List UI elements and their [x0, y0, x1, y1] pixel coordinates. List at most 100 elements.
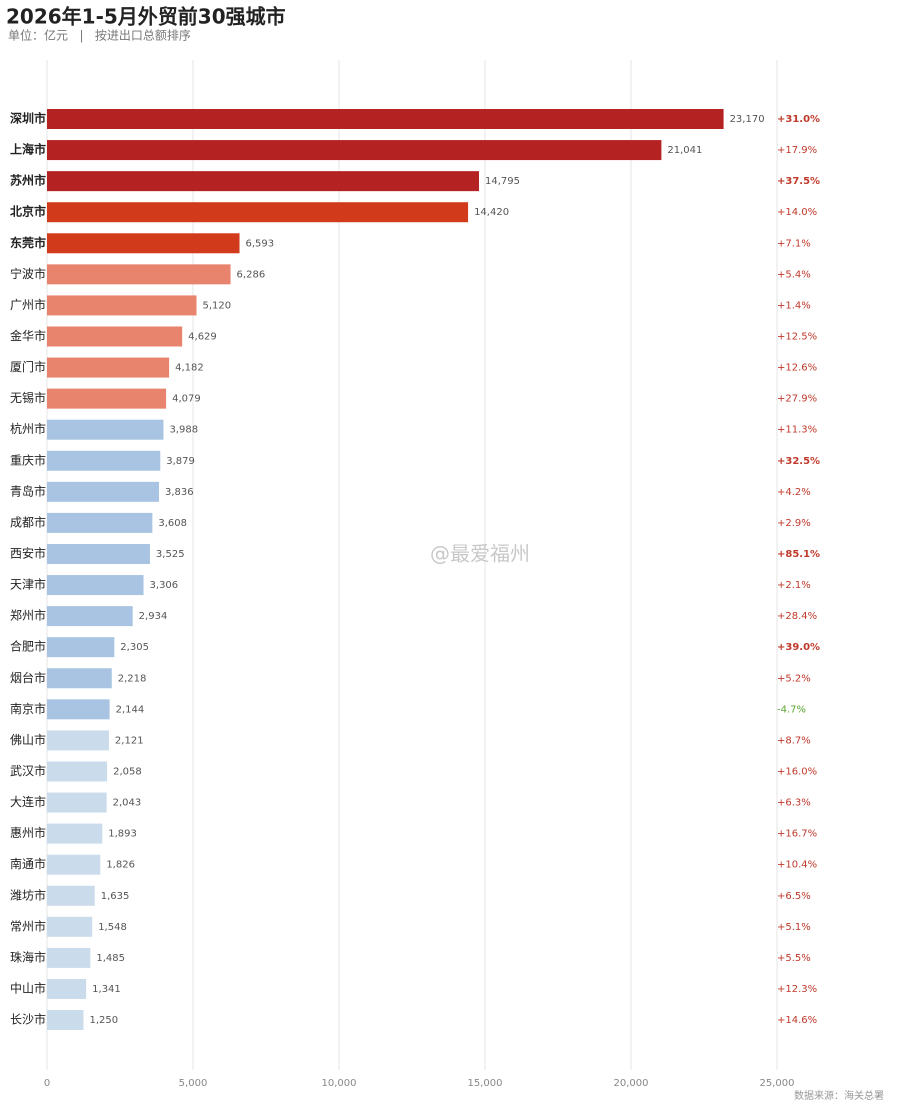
chart-title: 2026年1-5月外贸前30强城市 — [6, 5, 286, 29]
growth-label: +5.4% — [777, 269, 811, 280]
y-tick-label: 中山市 — [10, 980, 46, 995]
bar — [47, 761, 108, 782]
value-label: 1,548 — [98, 922, 127, 933]
y-tick-label: 郑州市 — [10, 608, 46, 623]
growth-label: +6.5% — [777, 891, 811, 902]
value-label: 1,341 — [92, 984, 121, 995]
value-label: 1,485 — [96, 953, 125, 964]
x-tick-label: 20,000 — [614, 1078, 649, 1089]
value-label: 3,525 — [156, 549, 185, 560]
value-label: 14,420 — [474, 207, 509, 218]
growth-label: +27.9% — [777, 394, 817, 405]
bar — [47, 357, 170, 378]
growth-label: +1.4% — [777, 300, 811, 311]
value-label: 2,934 — [139, 611, 168, 622]
growth-label: +2.9% — [777, 518, 811, 529]
y-tick-label: 大连市 — [10, 794, 46, 809]
bar — [47, 916, 93, 937]
growth-label: +16.0% — [777, 766, 817, 777]
value-label: 4,182 — [175, 363, 204, 374]
growth-label: +39.0% — [777, 642, 820, 653]
value-label: 1,635 — [101, 891, 130, 902]
growth-label: +16.7% — [777, 829, 817, 840]
y-tick-label: 无锡市 — [10, 390, 46, 405]
growth-label: +37.5% — [777, 176, 820, 187]
bar — [47, 637, 115, 658]
value-label: 1,250 — [90, 1015, 119, 1026]
growth-label: +85.1% — [777, 549, 820, 560]
y-tick-label: 合肥市 — [10, 639, 46, 654]
value-label: 5,120 — [203, 300, 232, 311]
value-label: 23,170 — [730, 114, 765, 125]
growth-label: +5.2% — [777, 673, 811, 684]
y-tick-label: 青岛市 — [10, 483, 46, 498]
value-label: 14,795 — [485, 176, 520, 187]
y-tick-label: 烟台市 — [10, 670, 46, 685]
bar — [47, 295, 197, 316]
y-tick-label: 厦门市 — [10, 359, 46, 374]
growth-label: +11.3% — [777, 425, 817, 436]
y-tick-label: 佛山市 — [10, 732, 46, 747]
y-tick-label: 常州市 — [10, 918, 46, 933]
value-label: 4,079 — [172, 394, 201, 405]
bar — [47, 419, 164, 440]
growth-label: +14.6% — [777, 1015, 817, 1026]
bar — [47, 109, 724, 129]
y-tick-label: 杭州市 — [10, 421, 46, 436]
bar — [47, 512, 153, 533]
bar — [47, 264, 231, 285]
y-tick-label: 南京市 — [10, 701, 46, 716]
source-note: 数据来源：海关总署 — [794, 1089, 884, 1102]
bar — [47, 978, 87, 999]
bar — [47, 1010, 84, 1031]
bar — [47, 326, 183, 347]
bar — [47, 730, 109, 751]
bar — [47, 947, 91, 968]
y-tick-label: 西安市 — [10, 545, 46, 560]
bar — [47, 140, 662, 161]
bar — [47, 668, 112, 689]
growth-label: +7.1% — [777, 238, 811, 249]
x-tick-label: 10,000 — [322, 1078, 357, 1089]
growth-label: +2.1% — [777, 580, 811, 591]
growth-label: +5.5% — [777, 953, 811, 964]
y-tick-label: 武汉市 — [10, 763, 46, 778]
value-label: 3,836 — [165, 487, 194, 498]
y-tick-label: 深圳市 — [10, 111, 46, 126]
y-tick-label: 广州市 — [10, 297, 46, 312]
bar — [47, 823, 103, 844]
x-tick-label: 0 — [44, 1078, 50, 1089]
growth-label: +32.5% — [777, 456, 820, 467]
growth-label: +12.5% — [777, 331, 817, 342]
value-label: 2,144 — [116, 704, 145, 715]
bar — [47, 481, 160, 502]
value-label: 1,893 — [108, 829, 137, 840]
growth-label: +5.1% — [777, 922, 811, 933]
value-label: 3,608 — [158, 518, 187, 529]
growth-label: +28.4% — [777, 611, 817, 622]
y-tick-label: 成都市 — [10, 514, 46, 529]
growth-label: +12.3% — [777, 984, 817, 995]
bar — [47, 233, 240, 254]
bar — [47, 543, 150, 564]
y-tick-label: 惠州市 — [10, 825, 46, 840]
x-tick-label: 5,000 — [179, 1078, 208, 1089]
bar — [47, 699, 110, 720]
value-label: 4,629 — [188, 331, 217, 342]
y-tick-label: 宁波市 — [10, 266, 46, 281]
growth-label: +17.9% — [777, 145, 817, 156]
value-label: 2,121 — [115, 735, 144, 746]
bar — [47, 450, 161, 471]
y-tick-label: 潍坊市 — [10, 887, 46, 902]
x-tick-label: 25,000 — [760, 1078, 795, 1089]
value-label: 2,305 — [120, 642, 149, 653]
y-tick-label: 重庆市 — [10, 452, 46, 467]
value-label: 3,879 — [166, 456, 195, 467]
growth-label: -4.7% — [777, 704, 806, 715]
value-label: 21,041 — [667, 145, 702, 156]
y-tick-label: 南通市 — [10, 856, 46, 871]
y-tick-label: 长沙市 — [10, 1012, 46, 1027]
y-tick-label: 珠海市 — [10, 949, 46, 964]
bar — [47, 792, 107, 813]
growth-label: +4.2% — [777, 487, 811, 498]
